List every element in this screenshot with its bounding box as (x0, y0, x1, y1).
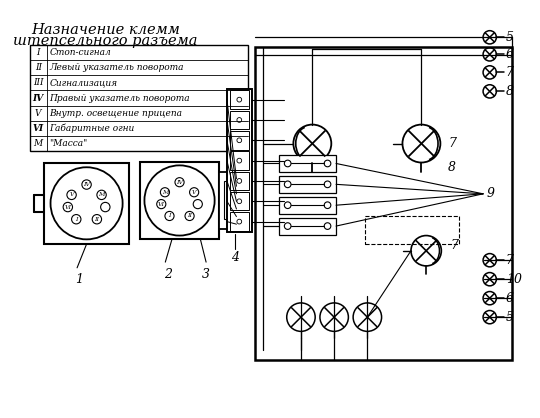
Circle shape (237, 117, 242, 122)
Text: "Масса": "Масса" (50, 139, 88, 148)
Circle shape (72, 214, 81, 224)
Circle shape (237, 219, 242, 224)
Text: IV: IV (176, 180, 183, 185)
Bar (30, 45, 248, 151)
Circle shape (237, 178, 242, 184)
Circle shape (324, 181, 331, 188)
Text: М: М (33, 139, 43, 148)
Bar (279, 176, 336, 193)
Bar (230, 90, 249, 109)
Text: 5: 5 (506, 311, 514, 324)
Text: M: M (98, 192, 105, 197)
Text: II: II (187, 214, 192, 219)
Circle shape (175, 178, 184, 187)
Text: Назначение клемм: Назначение клемм (31, 23, 180, 37)
Circle shape (285, 181, 291, 188)
Text: 7: 7 (506, 254, 514, 267)
Text: 5: 5 (506, 31, 514, 44)
Text: 7: 7 (451, 240, 459, 252)
Bar (230, 111, 249, 129)
Bar (279, 196, 336, 214)
Bar (230, 151, 249, 170)
Text: IV: IV (83, 182, 90, 187)
Text: Внутр. освещение прицепа: Внутр. освещение прицепа (50, 109, 183, 118)
Text: I: I (36, 48, 40, 57)
Circle shape (92, 214, 102, 224)
Text: 7: 7 (506, 66, 514, 79)
Text: I: I (168, 214, 171, 219)
Circle shape (320, 303, 348, 331)
Circle shape (285, 202, 291, 209)
Circle shape (287, 303, 315, 331)
Text: IV: IV (32, 94, 44, 102)
Text: 9: 9 (487, 187, 495, 200)
Circle shape (185, 212, 194, 221)
Circle shape (285, 160, 291, 167)
Text: 8: 8 (448, 161, 456, 174)
Circle shape (237, 97, 242, 102)
Text: Левый указатель поворота: Левый указатель поворота (50, 63, 184, 72)
Circle shape (237, 158, 242, 163)
Text: 6: 6 (506, 48, 514, 61)
Circle shape (160, 188, 170, 197)
Text: Сигнализация: Сигнализация (50, 78, 118, 87)
Text: V: V (35, 109, 42, 118)
Bar (230, 131, 249, 150)
Text: III: III (33, 78, 43, 87)
Text: II: II (35, 63, 42, 72)
Text: 3: 3 (202, 268, 210, 281)
Circle shape (193, 199, 202, 209)
Text: V: V (69, 192, 74, 197)
Text: 2: 2 (164, 268, 172, 281)
Circle shape (51, 167, 123, 240)
Circle shape (324, 160, 331, 167)
Circle shape (67, 190, 76, 199)
Circle shape (100, 202, 110, 212)
Text: 4: 4 (231, 251, 239, 264)
Text: 1: 1 (75, 273, 83, 285)
Text: 7: 7 (448, 137, 456, 150)
Bar (230, 192, 249, 211)
Circle shape (285, 223, 291, 229)
Circle shape (157, 199, 166, 209)
Bar (219, 172, 237, 229)
Bar (140, 162, 219, 240)
Bar (255, 47, 511, 360)
Text: штепсельного разъема: штепсельного разъема (14, 34, 198, 48)
Text: I: I (75, 217, 78, 222)
Circle shape (324, 223, 331, 229)
Circle shape (324, 202, 331, 209)
Circle shape (144, 166, 214, 236)
Circle shape (353, 303, 382, 331)
Bar (230, 212, 249, 231)
Circle shape (237, 138, 242, 143)
Text: 6: 6 (506, 292, 514, 305)
Text: Правый указатель поворота: Правый указатель поворота (50, 94, 190, 102)
Text: 8: 8 (506, 85, 514, 98)
Circle shape (165, 212, 174, 221)
Bar (44, 163, 129, 244)
Text: V: V (192, 190, 197, 195)
Bar (364, 216, 460, 244)
Bar (224, 181, 232, 219)
Text: Габаритные огни: Габаритные огни (50, 124, 135, 133)
Circle shape (97, 190, 106, 199)
Bar (279, 155, 336, 172)
Bar (279, 217, 336, 234)
Text: Стоп-сигнал: Стоп-сигнал (50, 48, 111, 57)
Circle shape (237, 199, 242, 204)
Circle shape (190, 188, 199, 197)
Text: VI: VI (32, 124, 44, 133)
Text: II: II (94, 217, 99, 222)
Text: 10: 10 (506, 273, 522, 285)
Text: M: M (162, 190, 168, 195)
Circle shape (63, 202, 72, 212)
Text: VI: VI (64, 204, 71, 209)
Circle shape (82, 180, 91, 189)
Bar (227, 89, 252, 232)
Text: VI: VI (158, 201, 165, 206)
Bar (230, 172, 249, 190)
